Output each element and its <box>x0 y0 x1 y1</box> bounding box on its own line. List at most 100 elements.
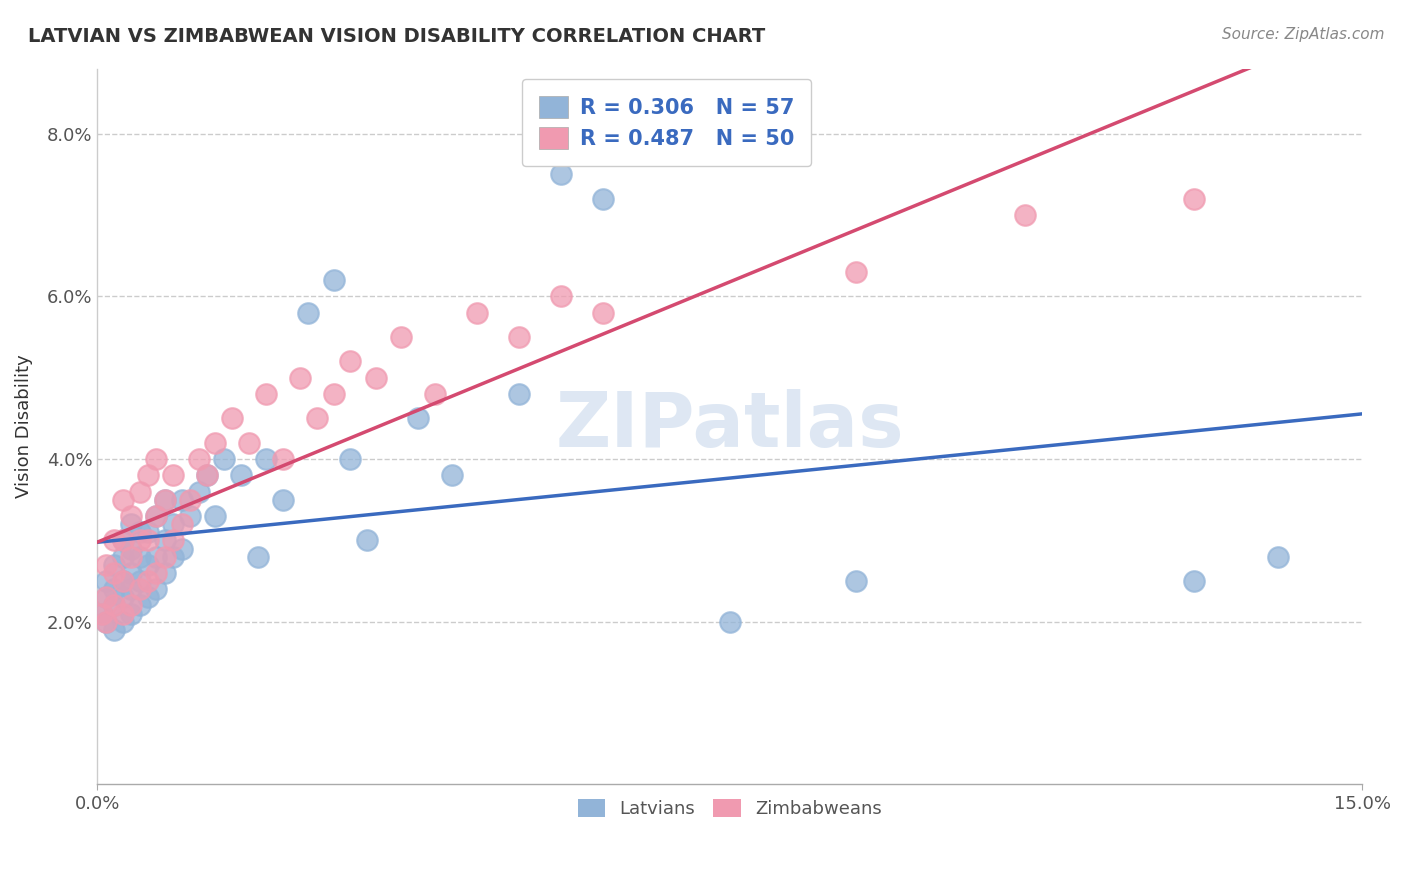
Point <box>111 492 134 507</box>
Point <box>103 599 125 613</box>
Point <box>136 558 159 572</box>
Point <box>90 607 112 621</box>
Point <box>187 452 209 467</box>
Point <box>254 452 277 467</box>
Point <box>153 492 176 507</box>
Point <box>162 549 184 564</box>
Point <box>195 468 218 483</box>
Point <box>120 541 142 556</box>
Point <box>195 468 218 483</box>
Point <box>271 452 294 467</box>
Point <box>120 599 142 613</box>
Point <box>339 354 361 368</box>
Point <box>356 533 378 548</box>
Point <box>423 387 446 401</box>
Point <box>145 508 167 523</box>
Point <box>153 492 176 507</box>
Point <box>94 591 117 605</box>
Point <box>1014 208 1036 222</box>
Point <box>120 566 142 580</box>
Point <box>128 599 150 613</box>
Point <box>153 549 176 564</box>
Point <box>128 549 150 564</box>
Point <box>204 435 226 450</box>
Point <box>229 468 252 483</box>
Point <box>508 330 530 344</box>
Point <box>305 411 328 425</box>
Point <box>111 615 134 629</box>
Point <box>136 574 159 588</box>
Point <box>440 468 463 483</box>
Point <box>136 533 159 548</box>
Point <box>103 582 125 597</box>
Point <box>111 591 134 605</box>
Point <box>103 623 125 637</box>
Point <box>111 549 134 564</box>
Point <box>406 411 429 425</box>
Point <box>322 273 344 287</box>
Point <box>94 591 117 605</box>
Point <box>111 607 134 621</box>
Point <box>128 582 150 597</box>
Point <box>1267 549 1289 564</box>
Point <box>128 525 150 540</box>
Text: ZIPatlas: ZIPatlas <box>555 390 904 464</box>
Point <box>162 468 184 483</box>
Point <box>145 452 167 467</box>
Point <box>364 370 387 384</box>
Point <box>120 549 142 564</box>
Point <box>111 533 134 548</box>
Point <box>128 484 150 499</box>
Point <box>221 411 243 425</box>
Point <box>90 607 112 621</box>
Point <box>288 370 311 384</box>
Point <box>128 574 150 588</box>
Point <box>170 492 193 507</box>
Point <box>136 591 159 605</box>
Point <box>508 387 530 401</box>
Point <box>254 387 277 401</box>
Point <box>94 615 117 629</box>
Point <box>465 305 488 319</box>
Point <box>179 508 201 523</box>
Point <box>94 558 117 572</box>
Point <box>136 525 159 540</box>
Point <box>1182 192 1205 206</box>
Point <box>170 517 193 532</box>
Point <box>94 615 117 629</box>
Point <box>153 566 176 580</box>
Point <box>111 533 134 548</box>
Point <box>145 566 167 580</box>
Point <box>339 452 361 467</box>
Point <box>162 533 184 548</box>
Point <box>103 533 125 548</box>
Point <box>297 305 319 319</box>
Point <box>170 541 193 556</box>
Point <box>592 192 614 206</box>
Y-axis label: Vision Disability: Vision Disability <box>15 355 32 499</box>
Point <box>120 508 142 523</box>
Point <box>212 452 235 467</box>
Point <box>145 549 167 564</box>
Point <box>845 574 868 588</box>
Point <box>550 289 572 303</box>
Point <box>120 582 142 597</box>
Point <box>111 574 134 588</box>
Point <box>103 558 125 572</box>
Point <box>550 167 572 181</box>
Point <box>204 508 226 523</box>
Point <box>246 549 269 564</box>
Point <box>271 492 294 507</box>
Point <box>136 468 159 483</box>
Text: LATVIAN VS ZIMBABWEAN VISION DISABILITY CORRELATION CHART: LATVIAN VS ZIMBABWEAN VISION DISABILITY … <box>28 27 765 45</box>
Point <box>718 615 741 629</box>
Point <box>111 574 134 588</box>
Point <box>162 517 184 532</box>
Point <box>845 265 868 279</box>
Point <box>179 492 201 507</box>
Point <box>592 305 614 319</box>
Point <box>322 387 344 401</box>
Point <box>128 533 150 548</box>
Text: Source: ZipAtlas.com: Source: ZipAtlas.com <box>1222 27 1385 42</box>
Point <box>120 607 142 621</box>
